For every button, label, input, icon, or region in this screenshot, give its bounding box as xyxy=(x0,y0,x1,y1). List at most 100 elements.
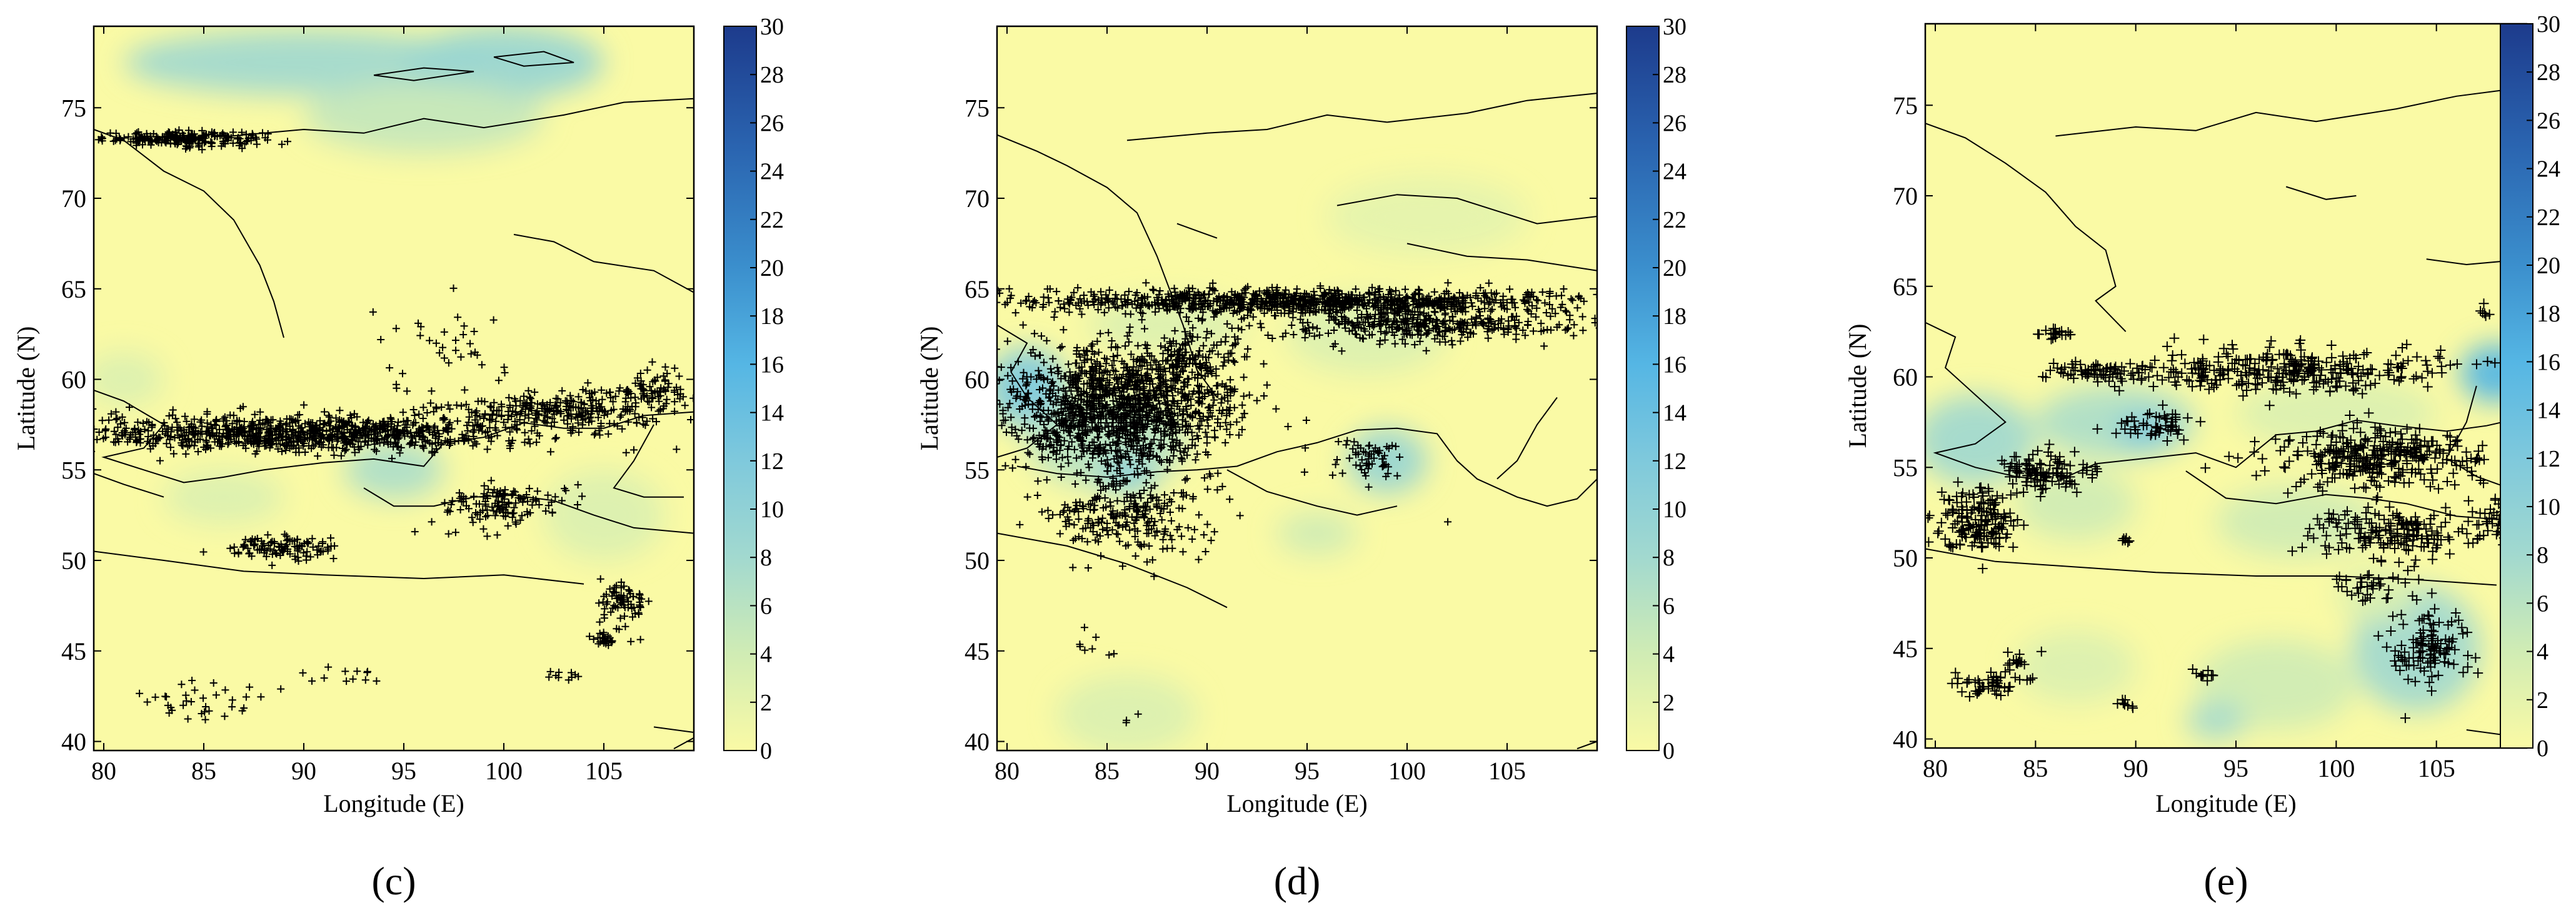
y-tick-label: 65 xyxy=(965,275,990,303)
panel-e-contours xyxy=(1925,86,2527,736)
point-cluster-markers xyxy=(1444,518,1452,526)
panel-e-label: (e) xyxy=(2203,859,2248,903)
field-blob xyxy=(404,26,604,99)
y-tick-label: 60 xyxy=(965,366,990,394)
contour-line xyxy=(673,737,694,749)
colorbar-tick-label: 22 xyxy=(760,207,784,233)
point-cluster-markers xyxy=(997,296,1310,512)
contour-line xyxy=(94,129,284,338)
point-cluster-markers xyxy=(545,667,583,684)
point-cluster-markers xyxy=(2332,557,2437,606)
colorbar-tick-label: 2 xyxy=(760,690,772,716)
field-blob xyxy=(344,440,444,499)
y-tick-label: 75 xyxy=(965,94,990,122)
field-blob xyxy=(2236,377,2437,450)
panel-e-ylabel: Latitude (N) xyxy=(1843,324,1872,448)
contour-line xyxy=(2285,186,2357,200)
panel-c-field xyxy=(94,26,694,751)
x-tick-label: 85 xyxy=(2023,754,2048,782)
y-tick-label: 50 xyxy=(61,547,86,575)
point-cluster-markers xyxy=(2000,646,2047,677)
colorbar-tick-label: 2 xyxy=(2537,687,2548,714)
colorbar-tick-label: 10 xyxy=(2537,494,2560,520)
x-tick-label: 80 xyxy=(995,757,1020,785)
colorbar-tick-label: 10 xyxy=(760,497,784,523)
contour-line xyxy=(1576,741,1597,750)
panel-d-ylabel: Latitude (N) xyxy=(915,326,943,451)
field-blob xyxy=(124,29,484,96)
y-tick-label: 50 xyxy=(1893,544,1918,572)
panel-c-contours xyxy=(94,51,694,749)
point-cluster-markers xyxy=(2187,664,2218,686)
x-tick-label: 95 xyxy=(2223,754,2248,782)
colorbar-tick-label: 12 xyxy=(760,448,784,475)
point-cluster-markers xyxy=(2200,408,2518,498)
point-cluster-markers xyxy=(595,575,653,645)
point-cluster-markers xyxy=(2117,533,2135,547)
y-tick-label: 40 xyxy=(1893,725,1918,754)
colorbar-tick-label: 28 xyxy=(2537,59,2560,86)
point-cluster-markers xyxy=(1925,477,2029,574)
colorbar-tick-label: 18 xyxy=(1663,303,1686,330)
colorbar-tick-label: 16 xyxy=(1663,351,1686,378)
colorbar-tick-label: 20 xyxy=(760,255,784,281)
y-tick-label: 60 xyxy=(1893,363,1918,392)
point-cluster-markers xyxy=(199,530,339,569)
colorbar-tick-label: 20 xyxy=(2537,253,2560,279)
x-tick-label: 80 xyxy=(91,757,116,785)
x-tick-label: 100 xyxy=(2317,754,2355,782)
y-tick-label: 55 xyxy=(1893,453,1918,482)
colorbar-tick-label: 18 xyxy=(2537,301,2560,327)
contour-line xyxy=(94,550,584,585)
field-blob xyxy=(94,352,164,407)
y-tick-label: 45 xyxy=(61,637,86,665)
point-cluster-markers xyxy=(1983,439,2103,502)
colorbar-tick-label: 30 xyxy=(1663,14,1686,40)
colorbar-tick-label: 0 xyxy=(760,738,772,764)
field-blob xyxy=(2336,567,2417,622)
colorbar-tick-label: 8 xyxy=(2537,542,2548,569)
colorbar-tick-label: 30 xyxy=(2537,11,2560,38)
field-blob xyxy=(544,470,664,561)
contour-line xyxy=(1925,123,2127,332)
colorbar-tick-label: 26 xyxy=(760,110,784,136)
colorbar-tick-label: 8 xyxy=(760,545,772,571)
contour-line xyxy=(1016,427,1597,507)
colorbar-tick-label: 28 xyxy=(1663,62,1686,88)
y-tick-label: 65 xyxy=(61,275,86,303)
panel-e-y-ticks: 40 45 50 55 60 65 70 75 xyxy=(1893,91,2527,754)
point-cluster-markers xyxy=(1300,437,1404,491)
panel-c-xlabel: Longitude (E) xyxy=(323,789,464,817)
field-blob xyxy=(2185,702,2247,739)
y-tick-label: 55 xyxy=(965,456,990,484)
panel-c-ylabel: Latitude (N) xyxy=(12,326,40,451)
x-tick-label: 80 xyxy=(1923,754,1948,782)
y-tick-label: 60 xyxy=(61,366,86,394)
point-cluster-markers xyxy=(299,663,381,685)
colorbar-tick-label: 6 xyxy=(1663,593,1675,619)
colorbar-tick-label: 8 xyxy=(1663,545,1675,571)
colorbar-tick-label: 30 xyxy=(760,14,784,40)
panel-c-y-ticks: 40 45 50 55 60 65 70 75 xyxy=(61,94,694,756)
panel-c-blobs xyxy=(94,26,664,561)
colorbar-tick-label: 28 xyxy=(760,62,784,88)
contour-line xyxy=(1226,469,1398,516)
point-cluster-markers xyxy=(409,377,694,437)
colorbar-tick-label: 14 xyxy=(760,400,784,427)
colorbar-tick-label: 10 xyxy=(1663,497,1686,523)
colorbar-tick-label: 22 xyxy=(2537,205,2560,231)
x-tick-label: 105 xyxy=(1488,757,1526,785)
colorbar-tick-label: 24 xyxy=(2537,156,2560,183)
contour-line xyxy=(613,424,684,498)
contour-line xyxy=(653,726,694,733)
point-cluster-markers xyxy=(94,126,291,154)
contour-line xyxy=(1406,243,1597,271)
colorbar-tick-label: 26 xyxy=(1663,110,1686,136)
contour-line xyxy=(94,473,164,498)
